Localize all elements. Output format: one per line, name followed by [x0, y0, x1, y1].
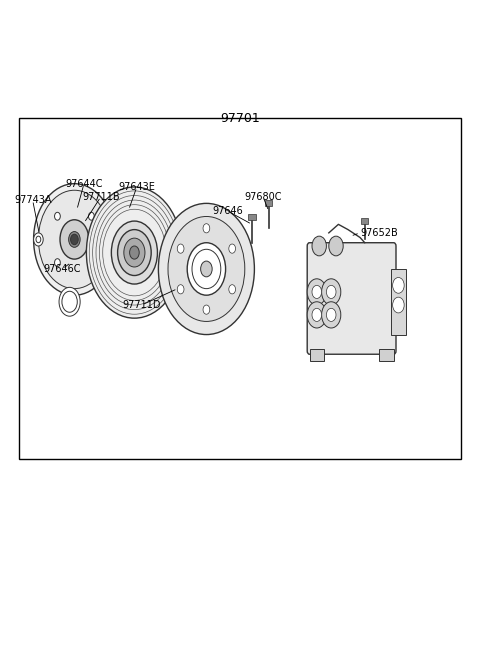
Bar [248, 214, 256, 220]
Circle shape [307, 279, 326, 305]
Text: 97646: 97646 [213, 206, 243, 216]
Circle shape [177, 244, 184, 253]
Circle shape [393, 297, 404, 313]
Circle shape [393, 277, 404, 293]
Circle shape [229, 285, 236, 294]
Text: 97652B: 97652B [360, 228, 398, 238]
Circle shape [322, 302, 341, 328]
Circle shape [322, 279, 341, 305]
Circle shape [312, 308, 322, 321]
Circle shape [326, 308, 336, 321]
Circle shape [36, 236, 41, 243]
Circle shape [59, 287, 80, 316]
Circle shape [55, 258, 60, 266]
Circle shape [329, 236, 343, 256]
Text: 97743A: 97743A [14, 195, 51, 205]
Circle shape [124, 238, 145, 267]
Circle shape [158, 203, 254, 335]
Circle shape [312, 285, 322, 298]
Circle shape [130, 246, 139, 259]
Circle shape [203, 224, 210, 233]
Bar [379, 349, 394, 361]
Circle shape [88, 258, 94, 266]
Bar [361, 218, 368, 224]
Circle shape [71, 234, 78, 245]
Circle shape [111, 221, 157, 284]
Circle shape [183, 247, 201, 271]
Text: 97711D: 97711D [122, 300, 161, 310]
Text: 97680C: 97680C [244, 192, 282, 202]
Circle shape [86, 187, 182, 318]
Circle shape [312, 236, 326, 256]
Circle shape [88, 213, 94, 220]
Circle shape [201, 261, 212, 277]
Bar [310, 349, 324, 361]
Text: 97711B: 97711B [82, 192, 120, 202]
Circle shape [192, 249, 221, 289]
Circle shape [34, 233, 43, 246]
Bar [265, 200, 272, 206]
Circle shape [62, 291, 77, 312]
Circle shape [203, 305, 210, 314]
Circle shape [229, 244, 236, 253]
Circle shape [118, 230, 151, 276]
Circle shape [168, 216, 245, 321]
Circle shape [69, 232, 80, 247]
FancyBboxPatch shape [307, 243, 396, 354]
Circle shape [180, 243, 204, 276]
Circle shape [34, 184, 115, 295]
Text: 97646C: 97646C [44, 264, 81, 274]
Circle shape [326, 285, 336, 298]
Circle shape [187, 243, 226, 295]
Text: 97701: 97701 [220, 112, 260, 125]
Text: 97643E: 97643E [119, 182, 155, 192]
Circle shape [177, 285, 184, 294]
Text: 97644C: 97644C [65, 178, 103, 189]
Bar [391, 269, 406, 335]
Circle shape [38, 190, 110, 289]
Circle shape [60, 220, 89, 259]
Circle shape [55, 213, 60, 220]
Circle shape [307, 302, 326, 328]
Bar [19, 118, 461, 459]
